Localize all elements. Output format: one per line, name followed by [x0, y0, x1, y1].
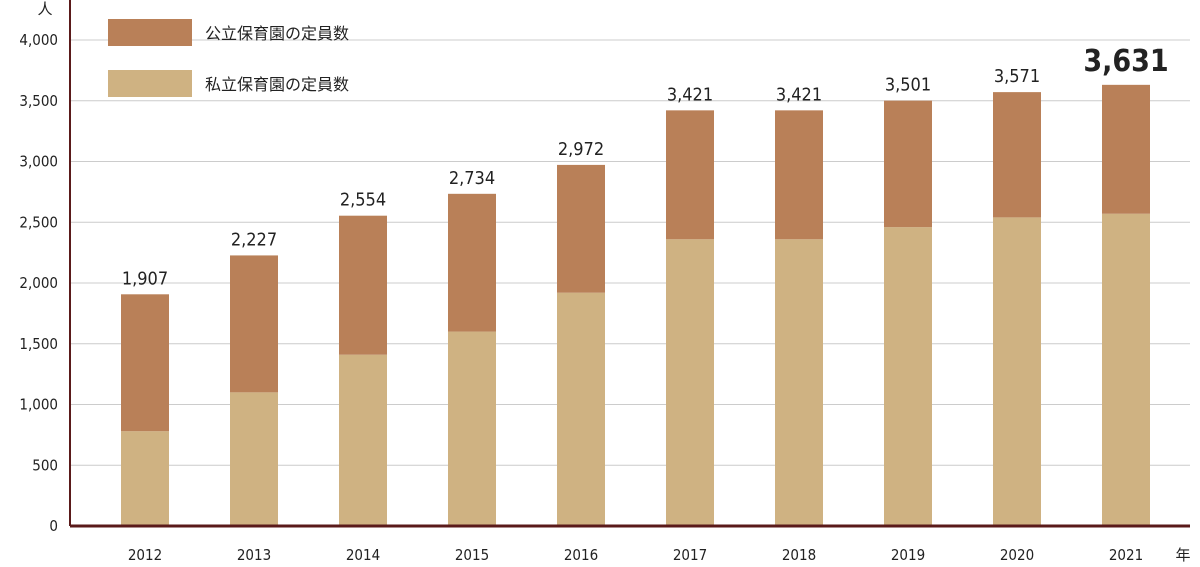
bar-public-2020 [993, 92, 1041, 218]
y-tick-label: 1,500 [19, 335, 58, 353]
total-label: 2,554 [340, 190, 386, 211]
legend-label: 公立保育園の定員数 [205, 24, 349, 43]
legend-label: 私立保育園の定員数 [205, 75, 349, 94]
bar-public-2021 [1102, 84, 1150, 214]
x-tick-label: 2021 [1109, 546, 1143, 564]
bar-private-2016 [557, 292, 605, 526]
x-tick-label: 2015 [455, 546, 489, 564]
total-label-highlight: 3,631 [1083, 44, 1168, 79]
y-tick-label: 2,000 [19, 274, 58, 292]
total-label: 2,734 [449, 168, 495, 189]
y-tick-label: 3,500 [19, 92, 58, 110]
bar-public-2018 [775, 110, 823, 240]
x-unit-label: 年 [1175, 546, 1190, 564]
labels: 0 500 1,000 1,500 2,000 2,500 3,000 3,500 4,000 人… [19, 0, 1190, 564]
x-tick-label: 2016 [564, 546, 598, 564]
x-tick-label: 2014 [346, 546, 380, 564]
bar-private-2021 [1102, 213, 1150, 526]
bar-private-2014 [339, 354, 387, 526]
y-tick-label: 0 [49, 517, 58, 535]
total-label: 3,501 [885, 75, 931, 96]
bar-private-2019 [884, 227, 932, 527]
y-tick-label: 500 [32, 456, 58, 474]
y-tick-label: 1,000 [19, 396, 58, 414]
total-label: 2,227 [231, 229, 277, 250]
y-tick-label: 3,000 [19, 153, 58, 171]
y-tick-label: 2,500 [19, 213, 58, 231]
total-label: 3,571 [994, 66, 1040, 87]
axes [69, 0, 1190, 528]
y-unit-label: 人 [37, 0, 52, 18]
x-tick-label: 2020 [1000, 546, 1034, 564]
bar-private-2012 [121, 431, 169, 526]
bar-private-2018 [775, 239, 823, 526]
y-tick-label: 4,000 [19, 31, 58, 49]
bar-private-2013 [230, 392, 278, 526]
bar-private-2020 [993, 217, 1041, 526]
bar-public-2017 [666, 110, 714, 240]
x-tick-label: 2013 [237, 546, 271, 564]
legend-swatch [108, 70, 192, 97]
bars [121, 84, 1150, 527]
total-label: 3,421 [667, 84, 713, 105]
bar-private-2015 [448, 331, 496, 526]
x-tick-label: 2012 [128, 546, 162, 564]
bar-public-2019 [884, 100, 932, 228]
bar-public-2012 [121, 294, 169, 432]
bar-private-2017 [666, 239, 714, 526]
x-tick-label: 2018 [782, 546, 816, 564]
total-label: 2,972 [558, 139, 604, 160]
total-label: 1,907 [122, 268, 168, 289]
x-tick-label: 2017 [673, 546, 707, 564]
total-label: 3,421 [776, 84, 822, 105]
bar-public-2014 [339, 215, 387, 355]
legend-swatch [108, 19, 192, 46]
bar-public-2015 [448, 193, 496, 332]
bar-public-2016 [557, 164, 605, 293]
bar-public-2013 [230, 255, 278, 393]
x-tick-label: 2019 [891, 546, 925, 564]
